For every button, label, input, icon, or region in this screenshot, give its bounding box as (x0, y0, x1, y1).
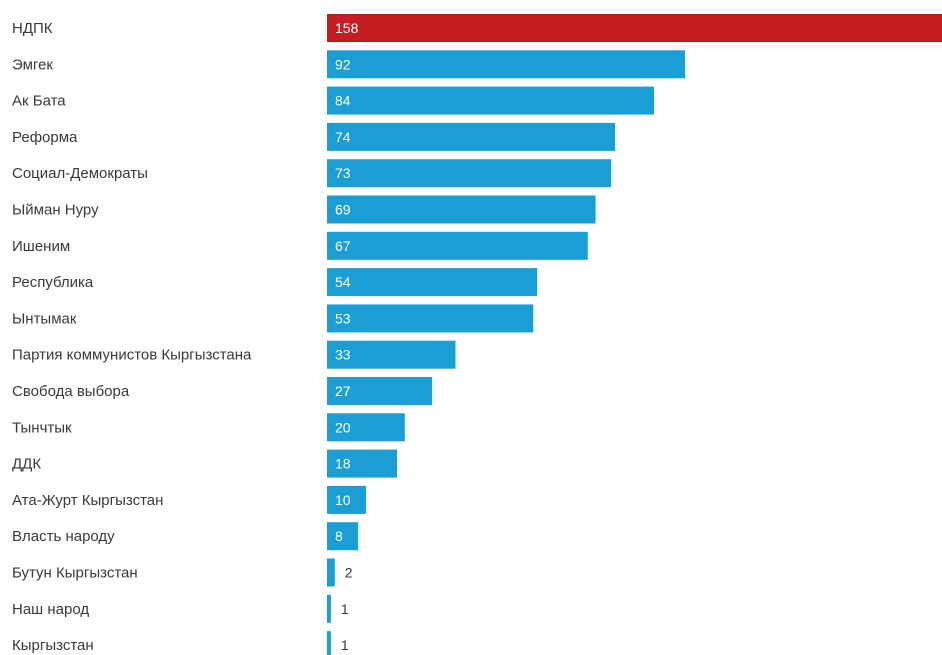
value-label: 67 (335, 238, 351, 254)
bar (327, 522, 359, 551)
category-label: ДДК (12, 456, 41, 473)
bar (327, 159, 612, 188)
value-label: 84 (335, 93, 351, 109)
bar (327, 50, 686, 79)
value-label: 53 (335, 310, 351, 326)
bar (327, 594, 331, 623)
bar (327, 122, 616, 151)
bar (327, 631, 331, 655)
category-label: Ак Бата (12, 93, 66, 110)
bar (327, 268, 538, 297)
value-label: 1 (341, 601, 349, 617)
value-label: 92 (335, 56, 351, 72)
value-label: 8 (335, 528, 343, 544)
value-label: 158 (335, 20, 359, 36)
category-label: Кыргызстан (12, 637, 94, 654)
category-label: Бутун Кыргызстан (12, 565, 138, 582)
chart-rows: НДПК 158 Эмгек 92 Ак Бата 84 Реформа 74 Социал-Д… (12, 14, 942, 655)
bar (327, 485, 366, 514)
value-label: 20 (335, 419, 351, 435)
category-label: Свобода выбора (12, 383, 130, 400)
value-label: 2 (345, 565, 353, 581)
value-label: 54 (335, 274, 351, 290)
value-label: 1 (341, 637, 349, 653)
category-label: Социал-Демократы (12, 165, 148, 182)
bar (327, 340, 456, 369)
bar (327, 86, 654, 115)
category-label: Власть народу (12, 528, 115, 545)
bar (327, 413, 405, 442)
category-label: Ишеним (12, 238, 70, 255)
category-label: Эмгек (12, 56, 53, 73)
bar (327, 377, 433, 405)
category-label: Наш народ (12, 601, 89, 618)
category-label: Партия коммунистов Кыргызстана (12, 347, 252, 364)
bar (327, 231, 588, 260)
category-label: НДПК (12, 20, 53, 37)
value-label: 33 (335, 347, 351, 363)
value-label: 69 (335, 202, 351, 218)
value-label: 10 (335, 492, 351, 508)
category-label: Ата-Журт Кыргызстан (12, 492, 163, 509)
value-label: 74 (335, 129, 351, 145)
category-label: Ынтымак (12, 310, 77, 327)
bar (327, 558, 335, 587)
value-label: 73 (335, 165, 351, 181)
bar (327, 195, 596, 224)
value-label: 18 (335, 456, 351, 472)
bar (327, 14, 942, 42)
category-label: Реформа (12, 129, 78, 146)
category-label: Республика (12, 274, 94, 291)
bar (327, 449, 398, 478)
category-label: Ыйман Нуру (12, 202, 99, 219)
category-label: Тынчтык (12, 419, 72, 436)
bar (327, 304, 534, 333)
value-label: 27 (335, 383, 351, 399)
